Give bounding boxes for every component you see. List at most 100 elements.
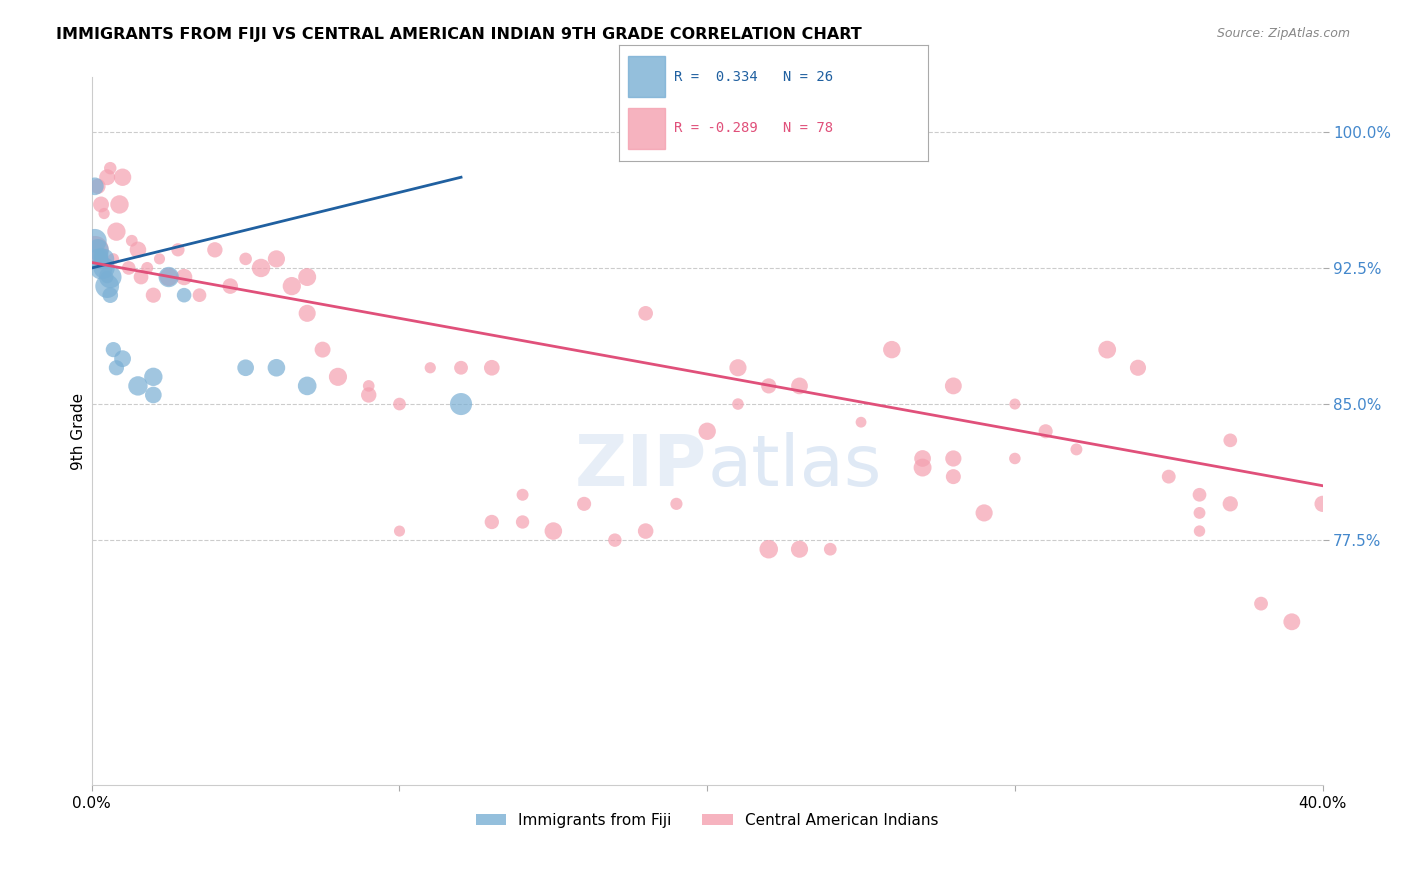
Point: [1157, 469, 1180, 483]
Point: [295, 270, 318, 285]
Point: [388, 397, 411, 411]
Point: [1188, 506, 1211, 520]
Bar: [628, 109, 665, 149]
Point: [90, 255, 112, 269]
Point: [90, 197, 112, 211]
Point: [1066, 442, 1088, 457]
Point: [87, 243, 110, 257]
Point: [103, 343, 125, 357]
Point: [1004, 397, 1026, 411]
Point: [1004, 451, 1026, 466]
Point: [1219, 434, 1241, 448]
Point: [142, 288, 165, 302]
Point: [204, 243, 226, 257]
Point: [634, 306, 657, 320]
Point: [696, 424, 718, 438]
Point: [295, 379, 318, 393]
Point: [219, 279, 242, 293]
Point: [167, 243, 190, 257]
Point: [849, 415, 872, 429]
Point: [96, 170, 118, 185]
Point: [87, 252, 110, 266]
Point: [880, 343, 903, 357]
Point: [173, 270, 195, 285]
Point: [1219, 497, 1241, 511]
Point: [789, 542, 811, 557]
Point: [665, 497, 688, 511]
Point: [942, 469, 965, 483]
Text: Source: ZipAtlas.com: Source: ZipAtlas.com: [1216, 27, 1350, 40]
Y-axis label: 9th Grade: 9th Grade: [72, 392, 86, 470]
Point: [1126, 360, 1149, 375]
Point: [1188, 488, 1211, 502]
Point: [93, 260, 115, 275]
Point: [98, 270, 121, 285]
Point: [108, 197, 131, 211]
Point: [266, 252, 288, 266]
Point: [105, 360, 128, 375]
Point: [173, 288, 195, 302]
Point: [90, 260, 112, 275]
Text: IMMIGRANTS FROM FIJI VS CENTRAL AMERICAN INDIAN 9TH GRADE CORRELATION CHART: IMMIGRANTS FROM FIJI VS CENTRAL AMERICAN…: [56, 27, 862, 42]
Point: [942, 451, 965, 466]
Point: [127, 243, 149, 257]
Point: [142, 369, 165, 384]
Point: [98, 288, 121, 302]
Point: [1312, 497, 1334, 511]
Point: [1250, 597, 1272, 611]
Point: [419, 360, 441, 375]
Point: [572, 497, 595, 511]
Text: atlas: atlas: [707, 432, 882, 501]
Point: [512, 515, 534, 529]
Point: [789, 379, 811, 393]
Point: [266, 360, 288, 375]
Point: [450, 360, 472, 375]
Point: [148, 252, 170, 266]
Point: [758, 542, 780, 557]
Point: [1035, 424, 1057, 438]
Point: [450, 397, 472, 411]
Point: [87, 179, 110, 194]
Point: [727, 360, 749, 375]
Point: [90, 252, 112, 266]
Point: [357, 388, 380, 402]
Point: [235, 360, 257, 375]
Point: [758, 379, 780, 393]
Point: [111, 170, 134, 185]
Point: [188, 288, 211, 302]
Point: [543, 524, 565, 538]
Point: [512, 488, 534, 502]
Point: [388, 524, 411, 538]
Point: [311, 343, 333, 357]
Point: [481, 515, 503, 529]
Point: [96, 279, 118, 293]
Text: R =  0.334   N = 26: R = 0.334 N = 26: [675, 70, 834, 84]
Text: R = -0.289   N = 78: R = -0.289 N = 78: [675, 121, 834, 135]
Point: [911, 460, 934, 475]
Point: [83, 234, 105, 248]
Point: [1281, 615, 1303, 629]
Point: [93, 206, 115, 220]
Point: [96, 270, 118, 285]
Point: [103, 252, 125, 266]
Point: [157, 270, 180, 285]
Bar: [628, 56, 665, 97]
Point: [83, 243, 105, 257]
Point: [481, 360, 503, 375]
Text: ZIP: ZIP: [575, 432, 707, 501]
Point: [634, 524, 657, 538]
Point: [911, 451, 934, 466]
Point: [129, 270, 152, 285]
Point: [93, 252, 115, 266]
Point: [235, 252, 257, 266]
Point: [326, 369, 349, 384]
Point: [603, 533, 626, 548]
Point: [142, 388, 165, 402]
Point: [118, 260, 141, 275]
Point: [295, 306, 318, 320]
Legend: Immigrants from Fiji, Central American Indians: Immigrants from Fiji, Central American I…: [470, 807, 945, 834]
Point: [727, 397, 749, 411]
Point: [1095, 343, 1118, 357]
Point: [121, 234, 143, 248]
Point: [98, 161, 121, 176]
